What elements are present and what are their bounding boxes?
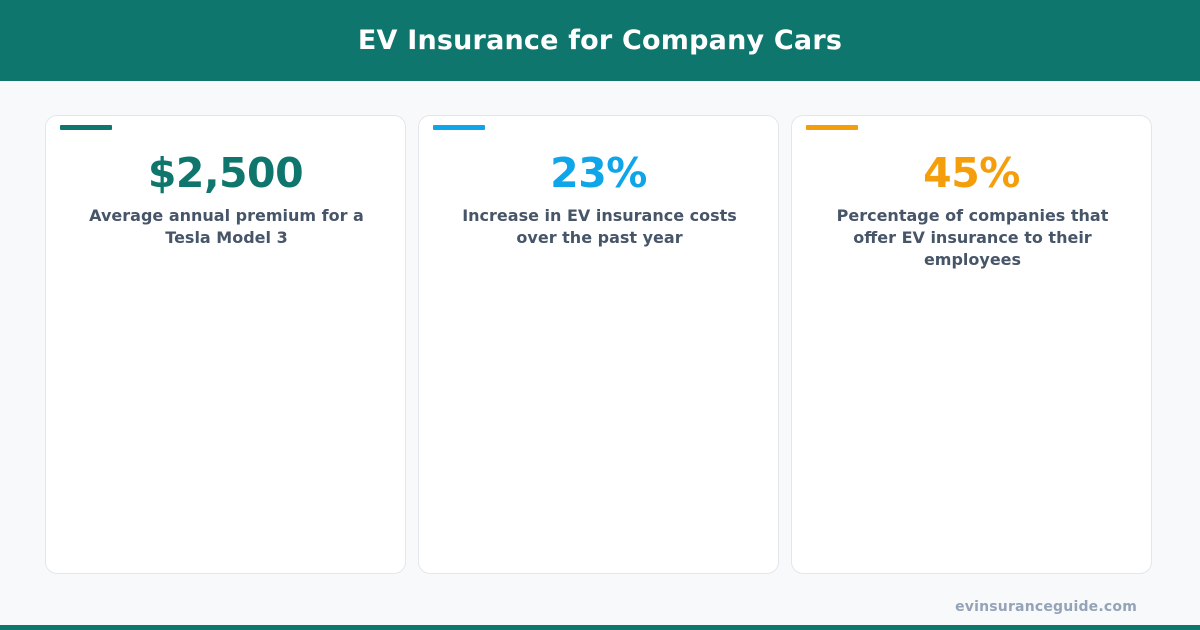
stat-card-company-offer: 45% Percentage of companies that offer E… — [791, 115, 1152, 574]
card-accent-bar — [433, 125, 485, 130]
page-title: EV Insurance for Company Cars — [357, 25, 843, 56]
footer-accent-bar — [0, 625, 1200, 630]
stats-container: $2,500 Average annual premium for a Tesl… — [45, 115, 1155, 576]
stat-card-cost-increase: 23% Increase in EV insurance costs over … — [418, 115, 779, 574]
card-accent-bar — [60, 125, 112, 130]
stat-value: 23% — [550, 149, 647, 197]
header-banner: EV Insurance for Company Cars — [0, 0, 1200, 81]
stat-value: 45% — [923, 149, 1020, 197]
stat-label: Percentage of companies that offer EV in… — [836, 206, 1109, 269]
stat-value: $2,500 — [147, 149, 304, 197]
stat-card-premium: $2,500 Average annual premium for a Tesl… — [45, 115, 406, 574]
stat-label: Average annual premium for a Tesla Model… — [89, 206, 364, 247]
footer-website: evinsuranceguide.com — [955, 599, 1137, 615]
stat-label: Increase in EV insurance costs over the … — [462, 206, 737, 247]
card-accent-bar — [806, 125, 858, 130]
